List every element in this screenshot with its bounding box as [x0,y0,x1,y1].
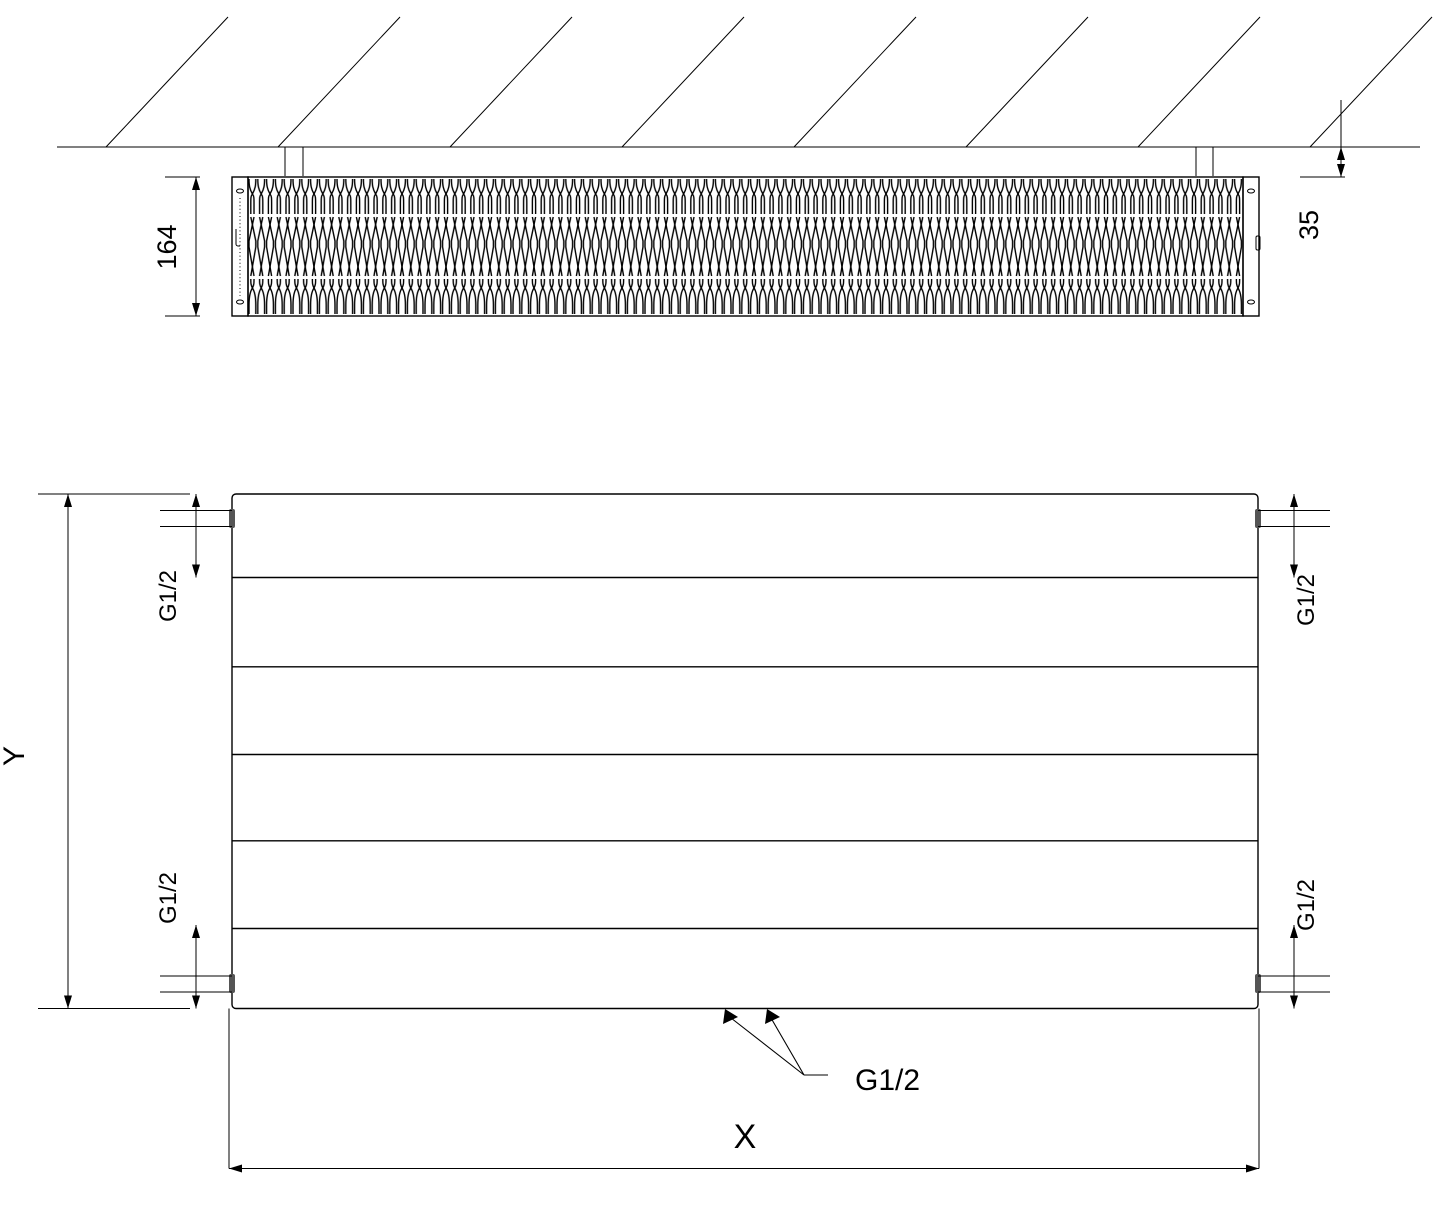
svg-text:35: 35 [1294,210,1324,240]
svg-text:G1/2: G1/2 [1293,574,1320,626]
svg-text:G1/2: G1/2 [855,1064,920,1097]
svg-text:G1/2: G1/2 [155,872,182,924]
svg-text:164: 164 [152,224,182,269]
svg-text:G1/2: G1/2 [155,570,182,622]
svg-text:X: X [734,1118,757,1156]
svg-text:G1/2: G1/2 [1293,879,1320,931]
svg-text:Y: Y [0,746,31,766]
